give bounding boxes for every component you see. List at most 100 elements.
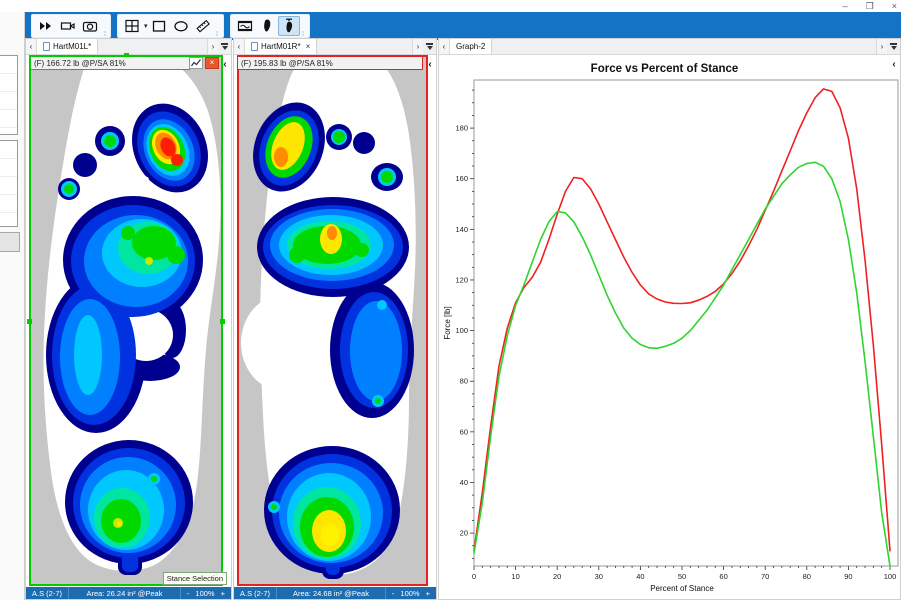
y-tick-label: 60 [460, 427, 468, 436]
toolbar-group-playback [31, 14, 111, 38]
layout-dropdown-icon[interactable]: ▾ [144, 23, 148, 30]
tab-prev-icon[interactable]: ‹ [26, 39, 37, 54]
pane-right-foot: ‹ HartM01R* × › ‹ [233, 38, 437, 600]
zoom-out-button[interactable]: - [391, 588, 395, 598]
x-tick-label: 70 [761, 572, 769, 581]
legend-box-top [0, 55, 18, 135]
collapse-pane-icon[interactable]: ‹ [428, 58, 432, 70]
plot-area [473, 79, 899, 567]
y-axis-label: Force [lb] [443, 306, 452, 339]
ruler-tool-icon[interactable] [192, 16, 214, 36]
collapse-pane-icon[interactable]: ‹ [223, 58, 227, 70]
movie-strip-icon[interactable] [234, 16, 256, 36]
window-layout-icon[interactable] [121, 16, 143, 36]
zoom-level: 100% [195, 588, 215, 598]
rectangle-tool-icon[interactable] [148, 16, 170, 36]
tab-next-icon[interactable]: › [207, 39, 218, 54]
playback-icon[interactable] [35, 16, 57, 36]
area-readout: Area: 26.24 in² @Peak [69, 587, 181, 599]
x-tick-label: 40 [636, 572, 644, 581]
x-tick-label: 0 [472, 572, 476, 581]
x-tick-label: 20 [553, 572, 561, 581]
zoom-in-button[interactable]: + [220, 588, 225, 598]
tab-menu-icon[interactable] [218, 39, 231, 54]
force-vs-stance-chart: 0 10 20 30 40 50 60 70 80 90 100 20 40 60 80 100 120 140 1… [443, 79, 899, 593]
selection-handle-top[interactable] [124, 53, 129, 58]
window-controls: – ❐ × [843, 0, 897, 12]
tab-hartm01r[interactable]: HartM01R* × [245, 39, 318, 54]
y-tick-label: 100 [455, 326, 468, 335]
foot-icon[interactable] [256, 16, 278, 36]
minimize-icon[interactable]: – [842, 1, 848, 11]
statusbar-left-foot: A.S (2-7) Area: 26.24 in² @Peak - 100% + [26, 587, 231, 599]
foot-force-icon[interactable] [277, 16, 300, 36]
series-left-foot-HartM01L [473, 161, 891, 567]
y-tick-label: 140 [455, 225, 468, 234]
tab-menu-icon[interactable] [887, 39, 900, 54]
close-view-button[interactable]: × [205, 57, 219, 69]
stance-selection-rect-left[interactable] [27, 53, 225, 586]
stance-selection-rect-right[interactable] [237, 55, 428, 586]
force-readout-right: (F) 195.83 lb @P/SA 81% [237, 56, 423, 70]
tab-hartm01l[interactable]: HartM01L* [37, 39, 99, 54]
tab-label: Graph-2 [456, 42, 486, 51]
left-foot-view: ‹ [26, 53, 231, 599]
zoom-level: 100% [400, 588, 420, 598]
toolbar-group-views [229, 14, 310, 38]
camera-icon[interactable] [79, 16, 101, 36]
y-tick-label: 120 [455, 275, 468, 284]
pressure-map-left-foot [30, 55, 223, 585]
x-tick-label: 90 [844, 572, 852, 581]
close-icon[interactable]: × [891, 1, 897, 11]
x-axis-label: Percent of Stance [650, 584, 714, 593]
left-panel-clipped [0, 12, 25, 600]
tab-label: HartM01L* [53, 42, 92, 51]
title-bar: – ❐ × [0, 0, 901, 12]
toolbar-ribbon: ▾ [25, 12, 901, 40]
zoom-in-button[interactable]: + [425, 588, 430, 598]
y-tick-label: 20 [460, 529, 468, 538]
tabbar-graph: ‹ Graph-2 › [439, 39, 900, 55]
tab-prev-icon[interactable]: ‹ [234, 39, 245, 54]
tab-next-icon[interactable]: › [412, 39, 423, 54]
document-icon [251, 42, 258, 51]
graph-button[interactable] [189, 57, 203, 69]
tab-graph2[interactable]: Graph-2 [450, 39, 493, 54]
x-tick-label: 30 [595, 572, 603, 581]
toolbar-overflow-dots [215, 16, 220, 36]
selection-handle-left[interactable] [27, 318, 32, 324]
statusbar-right-foot: A.S (2-7) Area: 24.68 in² @Peak - 100% + [234, 587, 436, 599]
x-tick-label: 60 [719, 572, 727, 581]
zoom-controls: - 100% + [386, 587, 436, 599]
tab-close-icon[interactable]: × [305, 42, 311, 51]
document-icon [43, 42, 50, 51]
y-tick-label: 160 [455, 174, 468, 183]
legend-box-bottom [0, 140, 18, 227]
stance-mode-label[interactable]: A.S (2-7) [26, 587, 70, 599]
toolbar-overflow-dots [301, 16, 306, 36]
y-tick-label: 80 [460, 377, 468, 386]
zoom-out-button[interactable]: - [186, 588, 190, 598]
tabbar-right: ‹ HartM01R* × › [234, 39, 436, 55]
pane-left-foot: ‹ HartM01L* › ‹ [25, 38, 232, 600]
panel-button-clipped[interactable] [0, 232, 20, 252]
chart-title: Force vs Percent of Stance [590, 63, 739, 75]
collapse-pane-icon[interactable]: ‹ [892, 58, 896, 70]
zoom-controls: - 100% + [181, 587, 231, 599]
pressure-map-right-foot [237, 55, 428, 585]
y-tick-label: 40 [460, 478, 468, 487]
tab-menu-icon[interactable] [423, 39, 436, 54]
maximize-icon[interactable]: ❐ [865, 1, 874, 11]
video-camera-icon[interactable] [57, 16, 79, 36]
pane-graph: ‹ Graph-2 › ‹ Force vs Percent of Stance… [438, 38, 901, 600]
ellipse-tool-icon[interactable] [170, 16, 192, 36]
tab-next-icon[interactable]: › [876, 39, 887, 54]
selection-handle-right[interactable] [220, 318, 225, 324]
tab-label: HartM01R* [261, 42, 301, 51]
toolbar-overflow-dots [102, 16, 107, 36]
toolbar-group-tools: ▾ [117, 14, 224, 38]
x-tick-label: 80 [803, 572, 811, 581]
tab-prev-icon[interactable]: ‹ [439, 39, 450, 54]
stance-mode-label[interactable]: A.S (2-7) [234, 587, 278, 599]
